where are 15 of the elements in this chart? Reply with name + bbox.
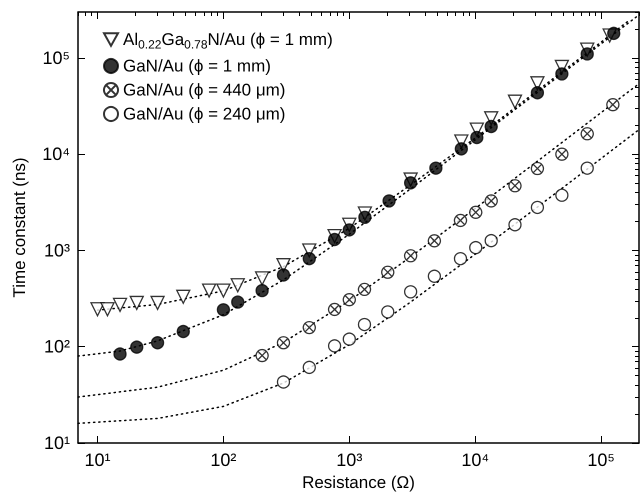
y-tick-label: 10⁵ [42, 48, 70, 68]
legend-label: GaN/Au (ϕ = 440 μm) [123, 80, 286, 100]
y-tick-label: 10² [44, 336, 70, 357]
y-tick-label: 10¹ [44, 433, 70, 453]
x-tick-label: 10⁵ [587, 450, 615, 470]
x-axis-title: Resistance (Ω) [302, 472, 415, 492]
legend-label: GaN/Au (ϕ = 1 mm) [123, 56, 271, 76]
x-tick-label: 10³ [336, 450, 362, 470]
y-tick-label: 10⁴ [42, 144, 70, 164]
x-tick-label: 10¹ [84, 450, 111, 470]
y-tick-label: 10³ [44, 240, 70, 260]
x-tick-label: 10² [210, 450, 236, 470]
x-tick-label: 10⁴ [461, 450, 490, 470]
y-axis-title: Time constant (ns) [10, 157, 29, 298]
legend-label: GaN/Au (ϕ = 240 μm) [123, 104, 286, 124]
